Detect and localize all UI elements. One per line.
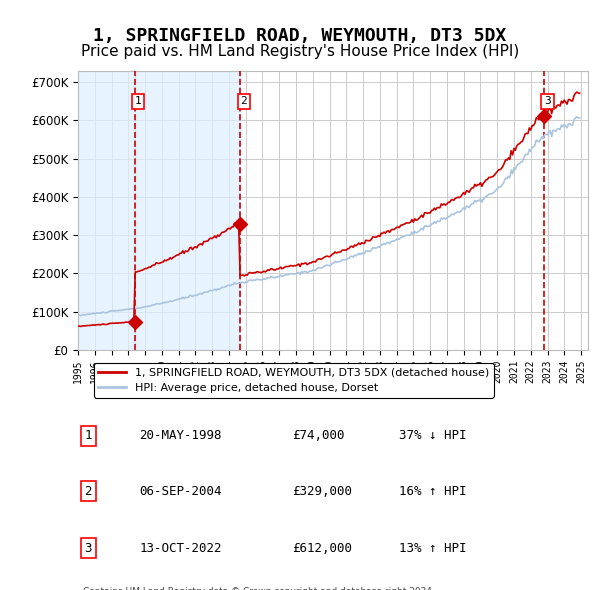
Text: 3: 3 xyxy=(85,542,92,555)
Text: 2: 2 xyxy=(85,484,92,497)
Text: 1, SPRINGFIELD ROAD, WEYMOUTH, DT3 5DX: 1, SPRINGFIELD ROAD, WEYMOUTH, DT3 5DX xyxy=(94,27,506,45)
Text: 13-OCT-2022: 13-OCT-2022 xyxy=(139,542,222,555)
Bar xyxy=(134,71,241,350)
Text: Price paid vs. HM Land Registry's House Price Index (HPI): Price paid vs. HM Land Registry's House … xyxy=(81,44,519,59)
Text: 20-MAY-1998: 20-MAY-1998 xyxy=(139,430,222,442)
Text: 2: 2 xyxy=(241,97,247,107)
Text: £612,000: £612,000 xyxy=(292,542,352,555)
Text: 37% ↓ HPI: 37% ↓ HPI xyxy=(400,430,467,442)
Legend: 1, SPRINGFIELD ROAD, WEYMOUTH, DT3 5DX (detached house), HPI: Average price, det: 1, SPRINGFIELD ROAD, WEYMOUTH, DT3 5DX (… xyxy=(94,363,494,398)
Text: 1: 1 xyxy=(135,97,142,107)
Text: 16% ↑ HPI: 16% ↑ HPI xyxy=(400,484,467,497)
Text: 13% ↑ HPI: 13% ↑ HPI xyxy=(400,542,467,555)
Text: 3: 3 xyxy=(544,97,551,107)
Text: 1: 1 xyxy=(85,430,92,442)
Text: 06-SEP-2004: 06-SEP-2004 xyxy=(139,484,222,497)
Text: Contains HM Land Registry data © Crown copyright and database right 2024.
This d: Contains HM Land Registry data © Crown c… xyxy=(83,586,435,590)
Bar xyxy=(78,71,134,350)
Text: £329,000: £329,000 xyxy=(292,484,352,497)
Text: £74,000: £74,000 xyxy=(292,430,344,442)
